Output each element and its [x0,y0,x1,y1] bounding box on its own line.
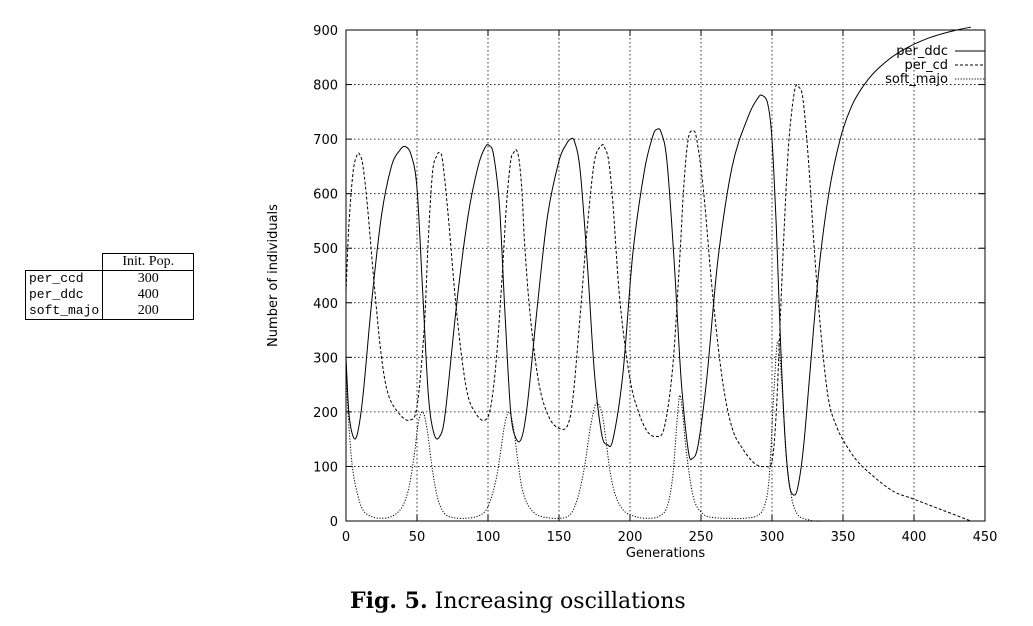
series-line-per-cd [345,84,971,522]
table-row-name: soft_majo [24,303,103,320]
series-line-per-ddc [345,26,971,496]
legend-label: per_cd [905,58,949,73]
y-tick-label: 800 [313,79,338,94]
y-tick-label: 400 [313,297,338,312]
x-tick-label: 150 [547,530,572,545]
caption-text: Increasing oscillations [434,589,686,614]
x-tick-label: 100 [476,530,501,545]
y-tick-label: 600 [313,188,338,203]
table-row-name: per_ccd [24,270,103,287]
y-tick-label: 300 [313,351,338,366]
plot-frame [345,29,986,522]
x-tick-label: 350 [831,530,856,545]
table-row: per_ddc 400 [24,287,195,303]
table-row: soft_majo 200 [24,303,195,320]
y-axis-label: Number of individuals [266,204,281,347]
series-layer [345,26,971,522]
table-row-name: per_ddc [24,287,103,303]
x-tick-label: 0 [342,530,350,545]
x-tick-label: 450 [973,530,998,545]
table-header: Init. Pop. [102,253,195,271]
legend-label: soft_majo [885,72,948,87]
initial-population-table: Init. Pop. per_ccd 300 per_ddc 400 soft_… [24,253,195,320]
figure-caption: Fig. 5. Increasing oscillations [350,588,686,614]
line-chart: 0 50 100 150 200 250 300 350 400 450 0 100 200 300 400… [266,24,997,561]
y-tick-label: 100 [313,460,338,475]
x-axis-label: Generations [626,546,706,561]
table-row: per_ccd 300 [24,270,195,287]
x-tick-label: 200 [618,530,643,545]
y-tick-label: 200 [313,406,338,421]
grid [346,30,985,521]
y-tick-label: 500 [313,242,338,257]
x-tick-label: 400 [902,530,927,545]
x-tick-label: 250 [689,530,714,545]
table-row-value: 200 [102,303,195,320]
y-tick-label: 700 [313,133,338,148]
x-tick-label: 300 [760,530,785,545]
axis-ticks: 0 50 100 150 200 250 300 350 400 450 0 100 200 300 400… [313,24,997,545]
table-row-value: 300 [102,270,195,287]
legend-label: per_ddc [896,44,948,59]
y-tick-label: 900 [313,24,338,39]
caption-label: Fig. 5. [350,588,428,614]
y-tick-label: 0 [330,515,338,530]
series-line-soft-majo [345,340,971,522]
x-tick-label: 50 [409,530,426,545]
table-row-value: 400 [102,287,195,303]
